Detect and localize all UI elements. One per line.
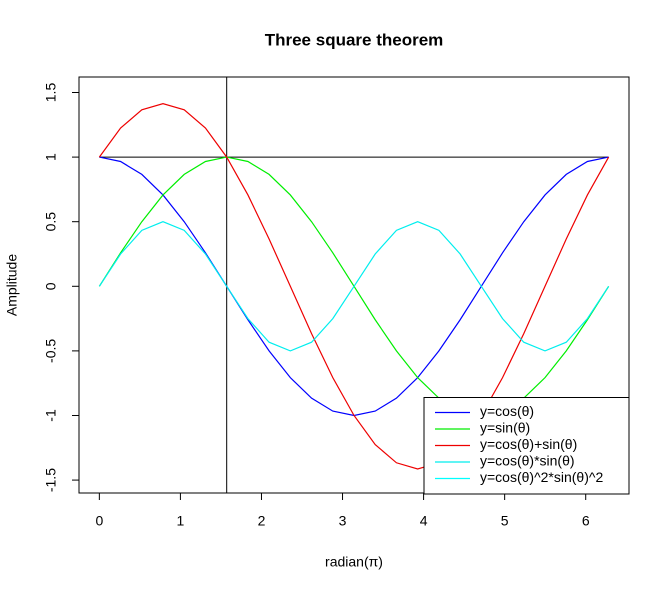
x-axis-label: radian(π) <box>325 554 383 570</box>
y-tick-label: 0 <box>43 282 59 290</box>
x-tick-label: 3 <box>339 513 347 529</box>
x-tick-label: 0 <box>95 513 103 529</box>
x-tick-label: 4 <box>420 513 428 529</box>
y-tick-label: -1.5 <box>43 468 59 492</box>
x-tick-label: 1 <box>177 513 185 529</box>
x-tick-label: 6 <box>582 513 590 529</box>
y-tick-label: -0.5 <box>43 339 59 363</box>
legend-label: y=sin(θ) <box>480 420 530 436</box>
legend-label: y=cos(θ)^2*sin(θ)^2 <box>480 469 603 485</box>
x-tick-label: 5 <box>501 513 509 529</box>
legend-label: y=cos(θ) <box>480 403 534 419</box>
y-tick-label: 1 <box>43 153 59 161</box>
x-tick-label: 2 <box>258 513 266 529</box>
legend-label: y=cos(θ)*sin(θ) <box>480 453 575 469</box>
y-tick-label: 0.5 <box>43 212 59 232</box>
legend-label: y=cos(θ)+sin(θ) <box>480 436 577 452</box>
y-axis-label: Amplitude <box>4 254 20 316</box>
y-tick-label: 1.5 <box>43 83 59 103</box>
series-line <box>98 102 610 470</box>
series-line <box>98 221 610 352</box>
chart-title: Three square theorem <box>265 30 444 49</box>
y-tick-label: -1 <box>43 409 59 422</box>
